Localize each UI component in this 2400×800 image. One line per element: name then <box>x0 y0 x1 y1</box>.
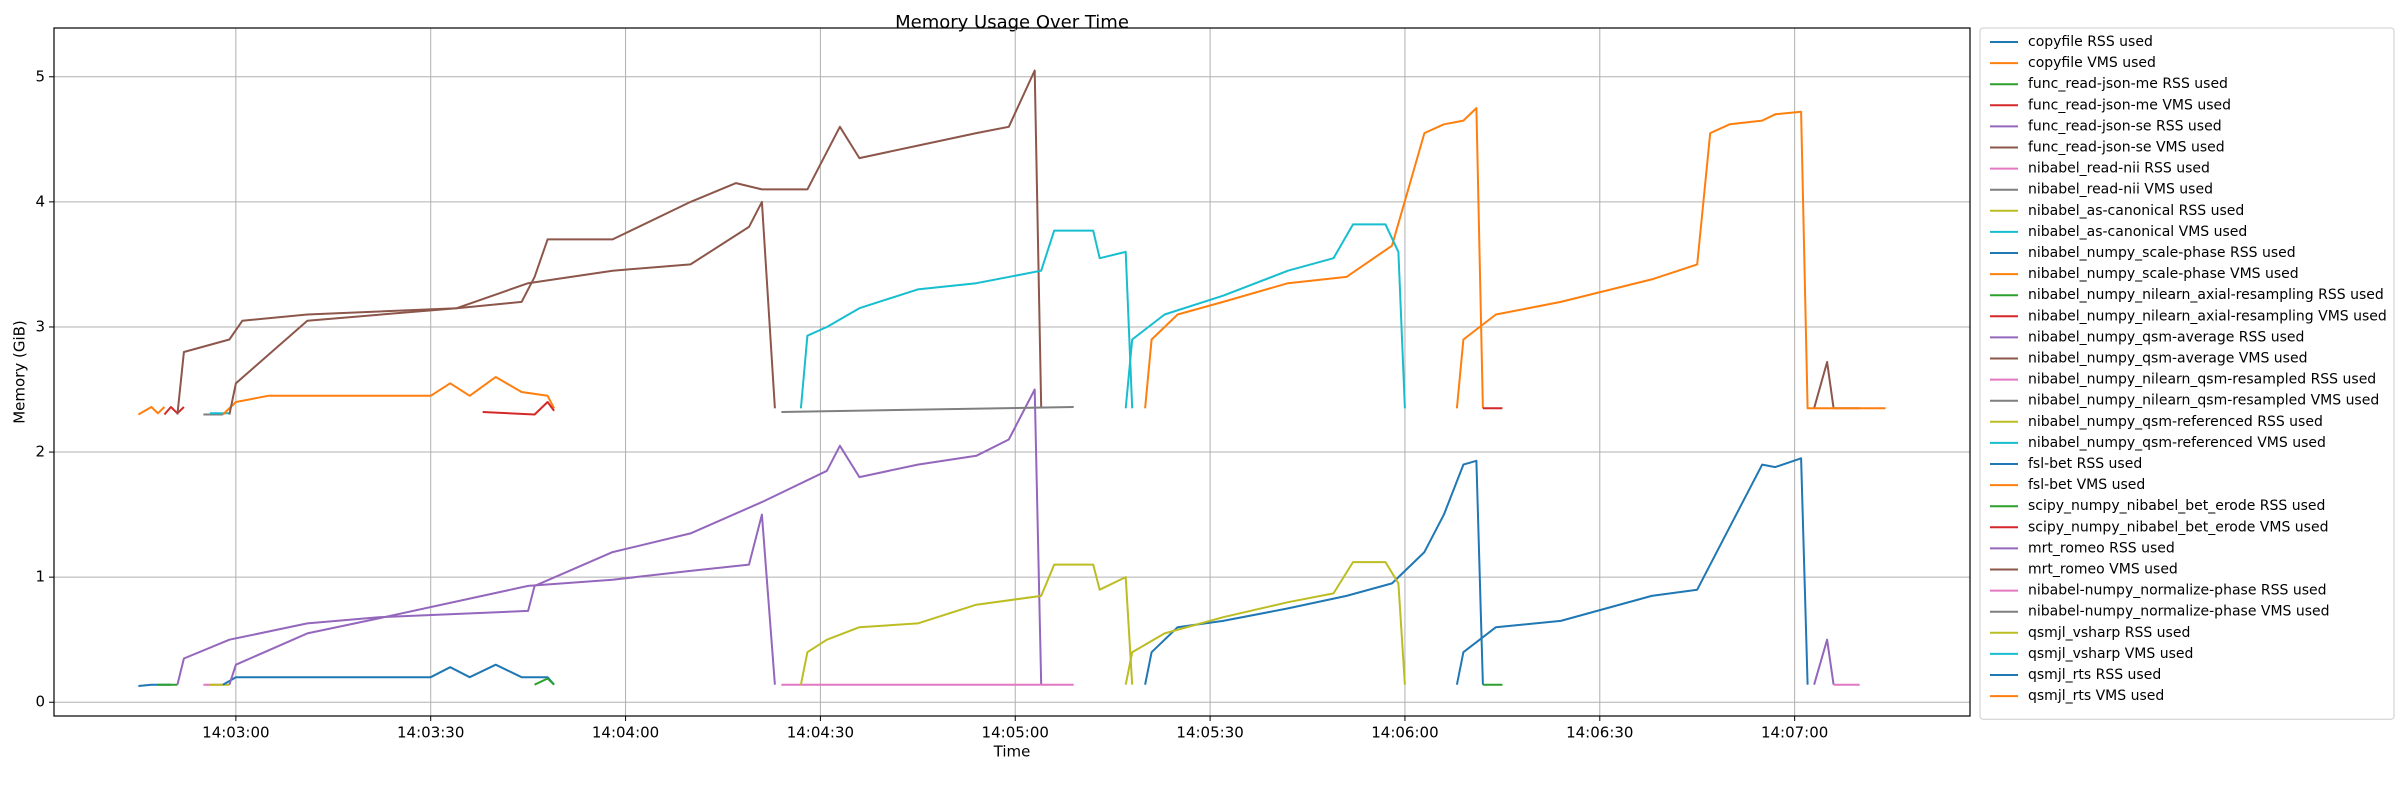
legend-label: qsmjl_vsharp VMS used <box>2028 646 2193 662</box>
series-line <box>222 663 555 686</box>
series-line <box>163 406 185 416</box>
legend-label: nibabel_numpy_nilearn_qsm-resampled VMS … <box>2028 393 2379 409</box>
legend-label: qsmjl_rts RSS used <box>2028 667 2161 683</box>
legend-label: scipy_numpy_nibabel_bet_erode RSS used <box>2028 498 2325 514</box>
legend-label: nibabel_numpy_scale-phase RSS used <box>2028 245 2296 261</box>
x-tick-label: 14:06:00 <box>1371 724 1438 742</box>
series-line <box>1813 361 1835 409</box>
legend-label: qsmjl_rts VMS used <box>2028 688 2164 704</box>
y-tick-label: 0 <box>35 693 45 711</box>
x-tick-label: 14:03:00 <box>202 724 269 742</box>
legend-label: nibabel_numpy_qsm-average VMS used <box>2028 351 2307 367</box>
y-tick-label: 5 <box>35 67 45 85</box>
legend-label: mrt_romeo RSS used <box>2028 540 2175 556</box>
legend-label: nibabel_numpy_qsm-average RSS used <box>2028 329 2304 345</box>
legend-label: nibabel_read-nii RSS used <box>2028 161 2210 177</box>
x-tick-label: 14:04:30 <box>787 724 854 742</box>
legend-label: copyfile VMS used <box>2028 55 2156 71</box>
x-tick-label: 14:06:30 <box>1566 724 1633 742</box>
y-tick-label: 1 <box>35 568 45 586</box>
series-line <box>1144 459 1484 685</box>
series-line <box>176 69 1043 415</box>
legend-label: scipy_numpy_nibabel_bet_erode VMS used <box>2028 519 2328 535</box>
series-line <box>1144 107 1484 409</box>
legend-label: nibabel_as-canonical VMS used <box>2028 224 2247 240</box>
y-tick-label: 2 <box>35 443 45 461</box>
legend-label: nibabel_as-canonical RSS used <box>2028 203 2244 219</box>
legend-label: nibabel_numpy_qsm-referenced VMS used <box>2028 435 2326 451</box>
series-line <box>1124 223 1406 409</box>
series-line <box>1455 457 1809 685</box>
legend-box <box>1979 27 2395 720</box>
x-axis-label: Time <box>993 743 1031 761</box>
legend-label: func_read-json-se RSS used <box>2028 118 2222 134</box>
legend-label: nibabel-numpy_normalize-phase RSS used <box>2028 583 2327 599</box>
legend-label: nibabel_numpy_nilearn_qsm-resampled RSS … <box>2028 372 2376 388</box>
legend-label: nibabel_numpy_nilearn_axial-resampling R… <box>2028 287 2384 303</box>
x-tick-label: 14:05:00 <box>982 724 1049 742</box>
legend-label: nibabel-numpy_normalize-phase VMS used <box>2028 604 2330 620</box>
legend-label: mrt_romeo VMS used <box>2028 562 2178 578</box>
legend-label: nibabel_numpy_scale-phase VMS used <box>2028 266 2299 282</box>
series-line <box>222 376 555 416</box>
legend-label: nibabel_read-nii VMS used <box>2028 182 2213 198</box>
chart-title: Memory Usage Over Time <box>895 12 1129 33</box>
y-tick-label: 3 <box>35 317 45 335</box>
y-axis-label: Memory (GiB) <box>11 320 29 424</box>
legend-label: func_read-json-me RSS used <box>2028 76 2228 92</box>
legend-label: fsl-bet VMS used <box>2028 477 2145 493</box>
series-line <box>799 229 1134 409</box>
legend-label: copyfile RSS used <box>2028 34 2153 50</box>
legend-label: func_read-json-me VMS used <box>2028 97 2231 113</box>
series-line <box>228 513 776 686</box>
series-line <box>1813 638 1835 685</box>
series-line <box>1455 110 1886 410</box>
series-line <box>534 677 555 686</box>
y-tick-label: 4 <box>35 192 45 210</box>
legend-label: qsmjl_vsharp RSS used <box>2028 625 2190 641</box>
series-line <box>1124 561 1406 685</box>
x-tick-label: 14:05:30 <box>1176 724 1243 742</box>
legend-label: nibabel_numpy_nilearn_axial-resampling V… <box>2028 308 2387 324</box>
series-line <box>176 388 1043 685</box>
series-line <box>781 406 1074 413</box>
plot-frame <box>53 27 1971 717</box>
series-line <box>482 401 555 416</box>
legend-label: func_read-json-se VMS used <box>2028 140 2225 156</box>
legend: copyfile RSS used copyfile VMS used func_r… <box>1979 27 2395 720</box>
series-line <box>799 563 1134 685</box>
series-line <box>137 406 166 416</box>
series-line <box>228 200 776 415</box>
x-tick-label: 14:04:00 <box>592 724 659 742</box>
legend-label: nibabel_numpy_qsm-referenced RSS used <box>2028 414 2323 430</box>
legend-label: fsl-bet RSS used <box>2028 456 2142 472</box>
x-tick-label: 14:03:30 <box>397 724 464 742</box>
x-tick-label: 14:07:00 <box>1761 724 1828 742</box>
